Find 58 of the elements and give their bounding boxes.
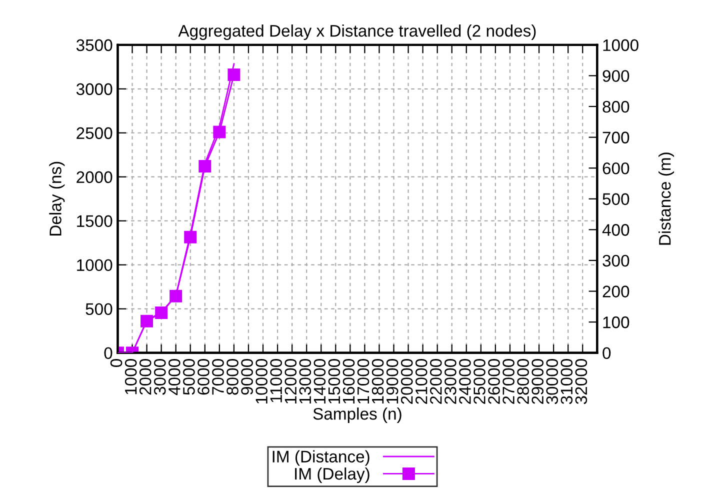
y-axis-title: Delay (ns) [49,162,65,236]
x-tick-label: 14000 [314,359,326,404]
y2-tick-label: 900 [602,70,630,82]
x-tick-label: 16000 [342,359,355,404]
y-tick-label: 3500 [76,39,112,52]
x-tick-label: 18000 [372,359,384,404]
x-tick-label: 13000 [299,359,312,404]
y-tick-label: 3000 [76,83,112,96]
y2-tick-label: 100 [603,316,630,328]
y-tick-label: 1500 [77,215,112,228]
x-tick-label: 29000 [532,359,544,404]
x-tick-label: 8000 [226,359,238,395]
x-tick-label: 24000 [459,359,471,404]
x-tick-label: 4000 [168,359,180,396]
y-tick-label: 2000 [76,171,112,184]
x-tick-label: 28000 [517,359,529,404]
x-tick-label: 12000 [284,359,297,404]
x-tick-label: 15000 [328,359,340,404]
x-tick-label: 17000 [357,359,370,404]
x-tick-label: 30000 [546,359,558,404]
x-tick-label: 7000 [212,359,224,395]
y2-tick-label: 600 [602,162,630,174]
x-tick-label: 2000 [139,359,152,395]
legend-label: IM (Delay) [295,467,370,483]
x-tick-label: 6000 [198,359,210,395]
x-tick-label: 11000 [270,359,282,402]
y-tick-label: 500 [86,303,112,316]
x-tick-label: 20000 [400,359,413,404]
x-tick-label: 22000 [430,359,442,404]
x-tick-label: 23000 [444,359,456,404]
x-axis-title: Samples (n) [313,408,402,424]
x-tick-label: 27000 [502,359,514,404]
y2-axis-title: Distance (m) [658,152,674,245]
x-tick-label: 10000 [256,359,268,404]
y2-tick-label: 300 [602,254,630,267]
y2-tick-label: 500 [602,193,630,206]
x-tick-label: 1000 [124,359,137,394]
x-tick-label: 19000 [386,359,398,404]
x-tick-label: 9000 [241,359,253,395]
y-tick-label: 1000 [77,259,112,272]
y2-tick-label: 400 [602,224,630,236]
y2-tick-label: 700 [602,132,630,144]
y2-tick-label: 1000 [603,39,638,52]
y-tick-label: 2500 [76,127,112,140]
y2-tick-label: 200 [602,286,630,298]
x-tick-label: 21000 [415,359,428,404]
y2-tick-label: 0 [602,347,611,360]
legend-label: IM (Distance) [272,450,370,466]
x-tick-label: 32000 [575,359,588,404]
x-tick-label: 25000 [474,359,486,404]
x-tick-label: 26000 [488,359,500,404]
x-tick-label: 0 [110,359,122,367]
x-tick-label: 31000 [560,359,573,404]
chart-title: Aggregated Delay x Distance travelled (2 nodes) [178,24,536,40]
x-tick-label: 5000 [183,359,195,395]
x-tick-label: 3000 [154,359,166,395]
y-tick-label: 0 [104,347,112,360]
y2-tick-label: 800 [602,100,630,113]
